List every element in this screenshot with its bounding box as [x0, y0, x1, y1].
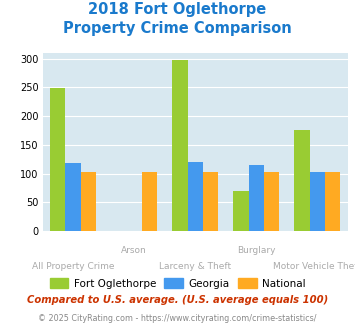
Bar	[142, 172, 157, 231]
Text: All Property Crime: All Property Crime	[32, 262, 114, 271]
Bar	[81, 172, 96, 231]
Text: 2018 Fort Oglethorpe: 2018 Fort Oglethorpe	[88, 2, 267, 16]
Bar	[50, 88, 66, 231]
Text: Arson: Arson	[121, 246, 147, 255]
Text: Property Crime Comparison: Property Crime Comparison	[63, 21, 292, 36]
Text: Burglary: Burglary	[237, 246, 275, 255]
Bar	[325, 172, 340, 231]
Bar	[173, 60, 187, 231]
Bar	[188, 162, 203, 231]
Text: Compared to U.S. average. (U.S. average equals 100): Compared to U.S. average. (U.S. average …	[27, 295, 328, 305]
Legend: Fort Oglethorpe, Georgia, National: Fort Oglethorpe, Georgia, National	[45, 274, 310, 293]
Bar	[234, 191, 248, 231]
Bar	[294, 130, 310, 231]
Text: Larceny & Theft: Larceny & Theft	[159, 262, 231, 271]
Bar	[66, 163, 81, 231]
Text: Motor Vehicle Theft: Motor Vehicle Theft	[273, 262, 355, 271]
Bar	[310, 172, 325, 231]
Text: © 2025 CityRating.com - https://www.cityrating.com/crime-statistics/: © 2025 CityRating.com - https://www.city…	[38, 314, 317, 323]
Bar	[248, 165, 264, 231]
Bar	[264, 172, 279, 231]
Bar	[203, 172, 218, 231]
